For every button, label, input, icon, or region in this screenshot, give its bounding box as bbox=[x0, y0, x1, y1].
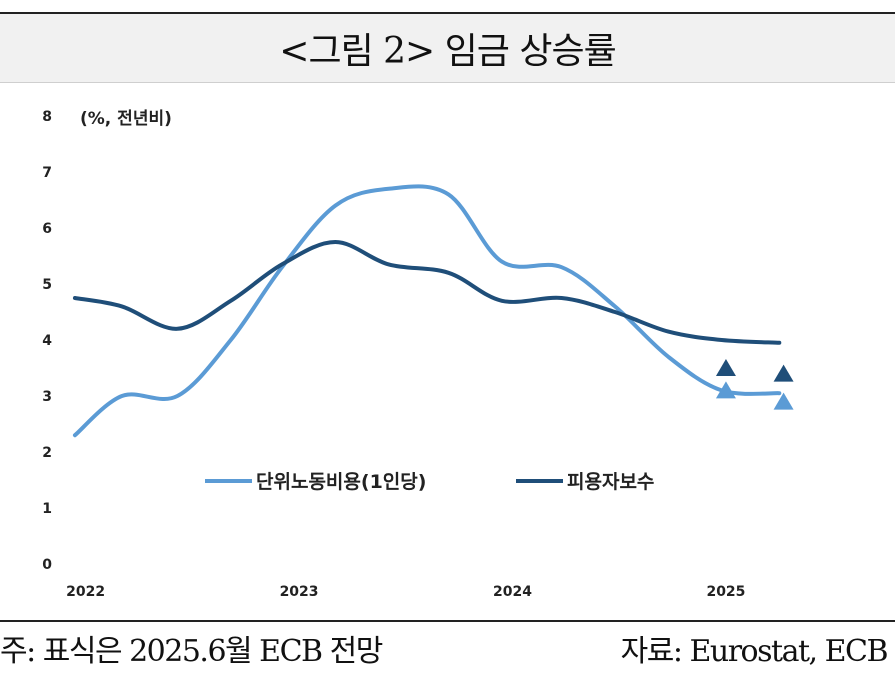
x-axis-ticks: 2022 2023 2024 2025 bbox=[66, 584, 745, 600]
projection-marker bbox=[773, 364, 794, 382]
y-tick-label: 6 bbox=[42, 221, 52, 237]
legend-label-2: 피용자보수 bbox=[567, 471, 654, 493]
series-line-1 bbox=[72, 184, 782, 438]
projection-marker bbox=[715, 359, 736, 376]
title-bar: <그림 2> 임금 상승률 bbox=[0, 12, 895, 83]
legend-label-1: 단위노동비용(1인당) bbox=[256, 471, 426, 493]
x-tick-label: 2024 bbox=[493, 584, 532, 600]
x-tick-label: 2023 bbox=[280, 584, 319, 600]
series-lines bbox=[72, 184, 782, 438]
y-tick-label: 1 bbox=[42, 501, 52, 517]
footer-divider bbox=[0, 620, 895, 622]
projection-marker bbox=[773, 392, 794, 410]
y-tick-label: 8 bbox=[42, 109, 52, 125]
chart-title: <그림 2> 임금 상승률 bbox=[279, 31, 616, 72]
y-tick-label: 3 bbox=[42, 389, 52, 405]
y-tick-label: 7 bbox=[42, 165, 52, 181]
x-tick-label: 2025 bbox=[706, 584, 745, 600]
y-tick-label: 4 bbox=[42, 333, 52, 349]
series-line-2 bbox=[72, 240, 782, 345]
y-axis-ticks: 0 1 2 3 4 5 6 7 8 bbox=[42, 109, 52, 573]
source-label: 자료: Eurostat, ECB bbox=[620, 634, 889, 669]
y-tick-label: 0 bbox=[42, 557, 52, 573]
projection-marker bbox=[715, 381, 736, 399]
legend: 단위노동비용(1인당) 피용자보수 bbox=[205, 471, 654, 493]
x-tick-label: 2022 bbox=[66, 584, 105, 600]
projection-markers bbox=[715, 359, 794, 410]
y-tick-label: 2 bbox=[42, 445, 52, 461]
y-tick-label: 5 bbox=[42, 277, 52, 293]
footnote: 주: 표식은 2025.6월 ECB 전망 bbox=[0, 634, 383, 669]
chart-area: 0 1 2 3 4 5 6 7 8 2022 2023 2024 2025 (%, 전년비) 단위노동… bbox=[42, 109, 794, 600]
unit-label: (%, 전년비) bbox=[80, 109, 172, 129]
